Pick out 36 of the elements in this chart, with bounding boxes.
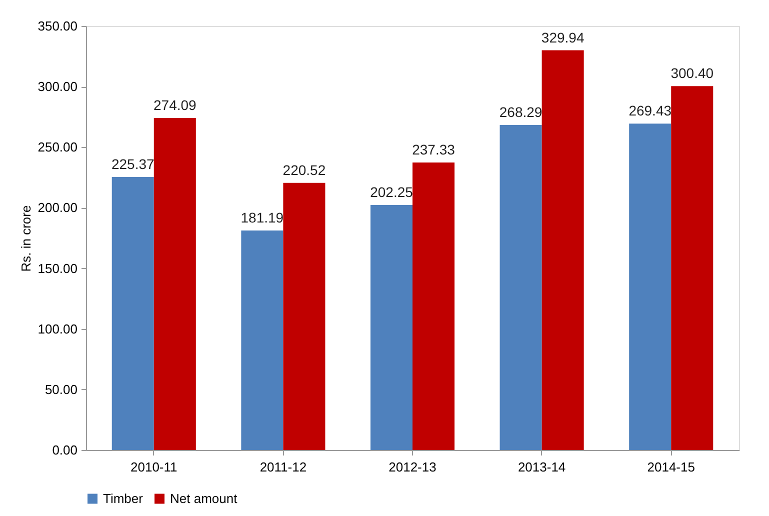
bar <box>154 118 196 450</box>
bar <box>629 124 672 450</box>
data-label: 300.40 <box>670 65 714 82</box>
x-tick-label: 2014-15 <box>647 460 695 474</box>
x-tick-label: 2011-12 <box>260 460 307 474</box>
x-tick-label: 2010-11 <box>130 460 178 474</box>
data-label: 329.94 <box>541 29 584 46</box>
y-tick-label: 0.00 <box>52 442 78 458</box>
data-label: 269.43 <box>628 102 672 119</box>
bar <box>542 50 584 450</box>
data-label: 237.33 <box>412 141 456 158</box>
legend-label: Timber <box>103 490 144 506</box>
data-label: 268.29 <box>499 104 542 120</box>
y-tick-label: 100.00 <box>38 321 78 336</box>
bar <box>241 230 284 450</box>
data-label: 202.25 <box>370 184 414 200</box>
y-tick-label: 300.00 <box>38 79 78 94</box>
bar <box>112 176 154 450</box>
y-axis-title: Rs. in crore <box>18 205 34 272</box>
data-label: 181.19 <box>240 210 284 226</box>
bar <box>671 86 714 450</box>
x-tick-label: 2012-13 <box>388 460 436 474</box>
data-label: 274.09 <box>153 96 197 113</box>
y-tick-label: 350.00 <box>38 18 78 34</box>
bar <box>370 204 412 450</box>
bar <box>283 182 326 450</box>
y-tick-label: 250.00 <box>38 140 78 155</box>
legend-label: Net amount <box>170 490 238 506</box>
data-label: 220.52 <box>282 162 326 178</box>
bar <box>412 162 455 450</box>
y-tick-label: 50.00 <box>44 382 78 397</box>
bar <box>500 124 542 450</box>
y-tick-label: 200.00 <box>38 200 78 216</box>
y-tick-label: 150.00 <box>38 260 78 276</box>
x-tick-label: 2013-14 <box>518 460 566 474</box>
data-label: 225.37 <box>111 156 154 172</box>
